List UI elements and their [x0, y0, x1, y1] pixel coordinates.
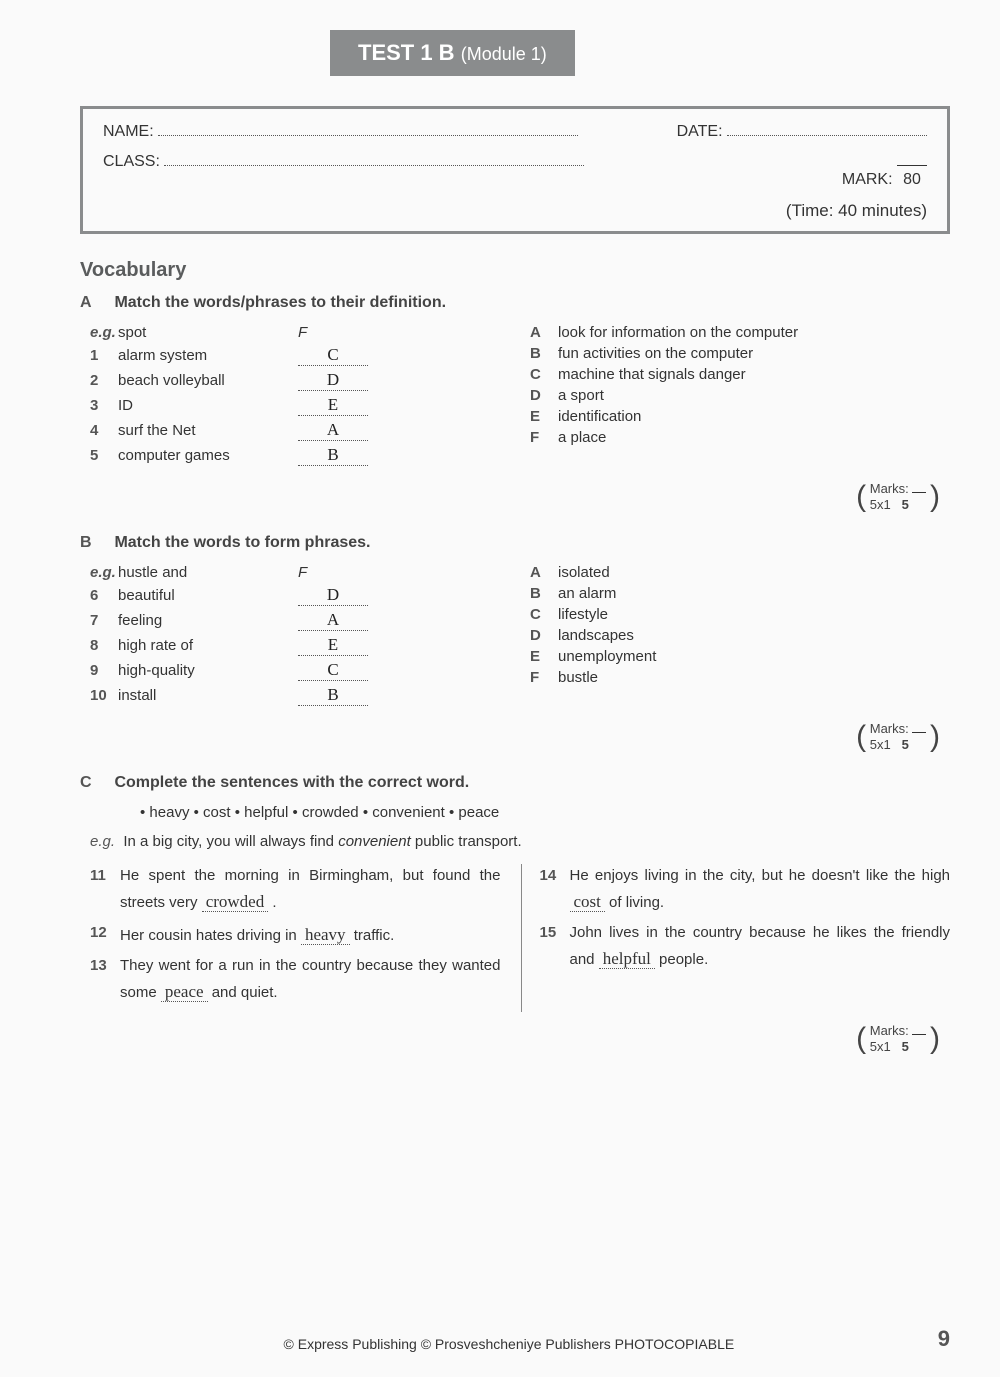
answer-blank[interactable]: E	[298, 635, 368, 656]
sentence-item: 11He spent the morning in Birmingham, bu…	[90, 864, 501, 915]
title-sub: (Module 1)	[461, 44, 547, 64]
part-b-definitions: Aisolated Ban alarm Clifestyle Dlandscapes E…	[530, 564, 950, 710]
title-banner: TEST 1 B (Module 1)	[330, 30, 575, 76]
worksheet-page: TEST 1 B (Module 1) NAME: DATE: CLASS: M…	[0, 0, 1000, 1377]
match-item: 3IDE	[90, 395, 510, 416]
match-item: 9high-qualityC	[90, 660, 510, 681]
answer-blank[interactable]: D	[298, 585, 368, 606]
part-c-example: e.g. In a big city, you will always find…	[90, 833, 950, 850]
definition-item: Fa place	[530, 429, 950, 446]
footer: © Express Publishing © Prosveshcheniye P…	[80, 1326, 950, 1352]
part-c-marks: ( Marks: 5x1 5 )	[80, 1022, 940, 1056]
definition-item: Eidentification	[530, 408, 950, 425]
bank-word: convenient	[363, 804, 445, 821]
sentence-item: 14He enjoys living in the city, but he d…	[540, 864, 951, 915]
page-number: 9	[938, 1326, 950, 1352]
match-item: 10installB	[90, 685, 510, 706]
definition-item: Dlandscapes	[530, 627, 950, 644]
part-a-marks: ( Marks: 5x1 5 )	[80, 480, 940, 514]
match-item: 1alarm systemC	[90, 345, 510, 366]
mark-label: MARK:	[842, 171, 893, 188]
match-item: 6beautifulD	[90, 585, 510, 606]
bank-word: heavy	[140, 804, 189, 821]
name-field[interactable]	[158, 135, 578, 136]
answer-blank[interactable]: A	[298, 610, 368, 631]
match-item: 7feelingA	[90, 610, 510, 631]
answer-blank[interactable]: B	[298, 445, 368, 466]
match-item: 8high rate ofE	[90, 635, 510, 656]
handwritten-answer[interactable]: heavy	[301, 925, 350, 945]
sentence-item: 15John lives in the country because he l…	[540, 921, 951, 972]
bank-word: crowded	[293, 804, 359, 821]
answer-blank[interactable]: A	[298, 420, 368, 441]
date-field[interactable]	[727, 135, 927, 136]
definition-item: Eunemployment	[530, 648, 950, 665]
bank-word: peace	[449, 804, 499, 821]
definition-item: Alook for information on the computer	[530, 324, 950, 341]
handwritten-answer[interactable]: helpful	[599, 949, 655, 969]
definition-item: Fbustle	[530, 669, 950, 686]
bank-word: cost	[194, 804, 231, 821]
answer-blank[interactable]: E	[298, 395, 368, 416]
definition-item: Cmachine that signals danger	[530, 366, 950, 383]
mark-denominator: 80	[903, 171, 921, 188]
part-b-marks: ( Marks: 5x1 5 )	[80, 720, 940, 754]
copyright: © Express Publishing © Prosveshcheniye P…	[284, 1336, 735, 1352]
part-a-definitions: Alook for information on the computer Bfu…	[530, 324, 950, 470]
answer-blank[interactable]: C	[298, 345, 368, 366]
answer-blank[interactable]: C	[298, 660, 368, 681]
part-c-left-column: 11He spent the morning in Birmingham, bu…	[90, 864, 501, 1012]
bank-word: helpful	[235, 804, 289, 821]
sentence-item: 12Her cousin hates driving in heavy traf…	[90, 921, 501, 948]
mark-numerator[interactable]	[897, 165, 927, 166]
definition-item: Clifestyle	[530, 606, 950, 623]
definition-item: Ban alarm	[530, 585, 950, 602]
answer-blank[interactable]: B	[298, 685, 368, 706]
definition-item: Da sport	[530, 387, 950, 404]
answer-blank[interactable]: D	[298, 370, 368, 391]
match-item: 5computer gamesB	[90, 445, 510, 466]
part-b-words: e.g.hustle andF6beautifulD7feelingA8high…	[90, 564, 510, 710]
header-box: NAME: DATE: CLASS: MARK: 80 (Time: 40 mi…	[80, 106, 950, 234]
handwritten-answer[interactable]: peace	[161, 982, 208, 1002]
part-b-instruction: B Match the words to form phrases.	[80, 534, 950, 552]
date-label: DATE:	[677, 123, 723, 140]
part-a-instruction: A Match the words/phrases to their defin…	[80, 294, 950, 312]
part-a-words: e.g.spotF1alarm systemC2beach volleyball…	[90, 324, 510, 470]
name-label: NAME:	[103, 123, 154, 140]
definition-item: Bfun activities on the computer	[530, 345, 950, 362]
time-label: (Time: 40 minutes)	[103, 201, 927, 221]
vocabulary-heading: Vocabulary	[80, 259, 950, 282]
definition-item: Aisolated	[530, 564, 950, 581]
handwritten-answer[interactable]: cost	[570, 892, 605, 912]
part-c-instruction: C Complete the sentences with the correc…	[80, 774, 950, 792]
title-main: TEST 1 B	[358, 40, 455, 65]
class-label: CLASS:	[103, 153, 160, 170]
handwritten-answer[interactable]: crowded	[202, 892, 269, 912]
word-bank: heavy cost helpful crowded convenient pe…	[140, 804, 950, 821]
class-field[interactable]	[164, 165, 584, 166]
part-c-right-column: 14He enjoys living in the city, but he d…	[521, 864, 951, 1012]
match-item: 2beach volleyballD	[90, 370, 510, 391]
sentence-item: 13They went for a run in the country bec…	[90, 954, 501, 1005]
match-item: 4surf the NetA	[90, 420, 510, 441]
